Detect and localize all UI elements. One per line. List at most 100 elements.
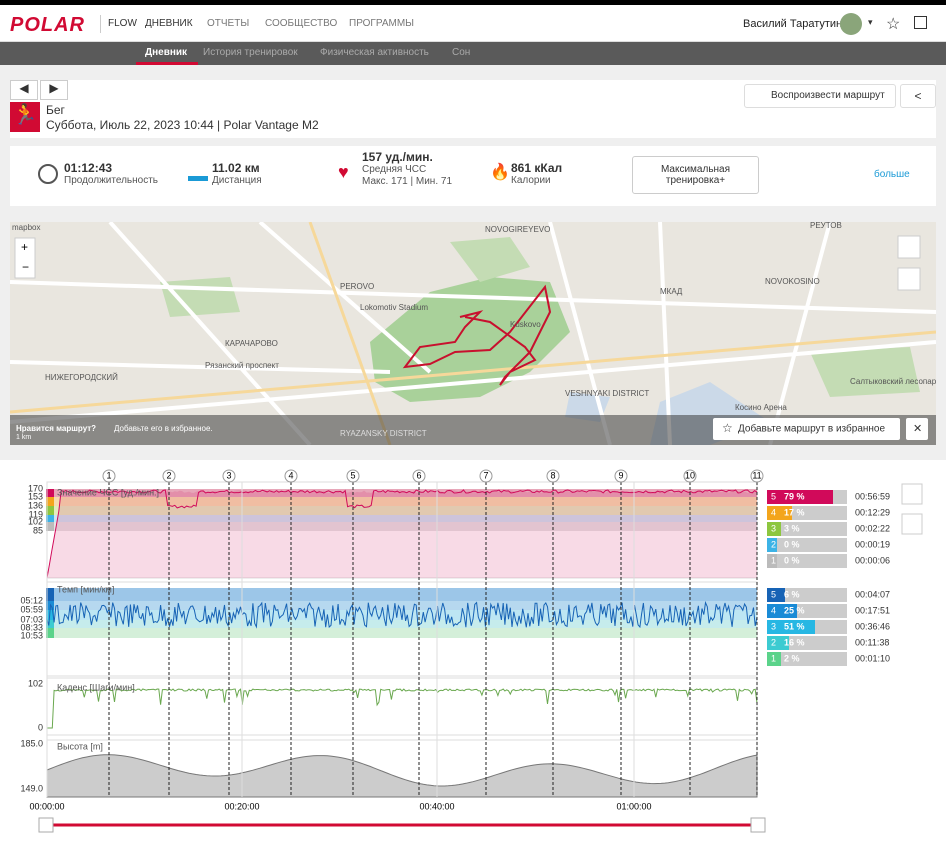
map-label: РЕУТОВ [810, 222, 842, 230]
nav-item[interactable]: ПРОГРАММЫ [349, 18, 415, 29]
sub-nav-item[interactable]: Дневник [145, 47, 188, 58]
lap-label: 9 [618, 470, 623, 480]
zone-number: 4 [771, 605, 776, 615]
slider-handle[interactable] [38, 817, 54, 833]
zone-time: 00:00:06 [855, 555, 890, 565]
y-tick-label: 0 [38, 722, 43, 732]
sub-nav: Дневник История тренировок Физическая ак… [0, 42, 946, 65]
lap-label: 6 [416, 470, 421, 480]
summary: 01:12:43 Продолжительность 11.02 км Дист… [10, 146, 936, 206]
lap-label: 5 [350, 470, 355, 480]
sub-nav-item[interactable]: Физическая активность [320, 47, 429, 58]
y-tick-label: 136 [28, 500, 43, 510]
next-button[interactable]: ▶ [40, 80, 68, 100]
y-tick-label: 102 [28, 516, 43, 526]
zone-bar [767, 636, 789, 650]
stat-value: 11.02 км [212, 161, 260, 175]
sub-nav-item[interactable]: Сон [452, 47, 471, 58]
zone-tab [46, 620, 54, 628]
lap-label: 8 [550, 470, 555, 480]
hr-zone-band [47, 497, 757, 506]
favorites[interactable]: ☆ [886, 16, 901, 33]
map-label: NOVOKOSINO [765, 277, 820, 286]
zone-bar [767, 554, 777, 568]
prompt-hint: Добавьте его в избранное. [114, 424, 213, 433]
pace-zone-band [47, 628, 757, 638]
zone-bar [767, 588, 785, 602]
workout-header: ◀ ▶ 🏃 Бег Суббота, Июль 22, 2023 10:44 |… [10, 80, 936, 138]
avatar[interactable] [840, 13, 862, 35]
zone-bg [767, 652, 847, 666]
x-tick-label: 00:40:00 [419, 801, 454, 811]
nav-item[interactable]: ДНЕВНИК [145, 18, 193, 29]
map-expand[interactable] [897, 267, 921, 291]
more-link[interactable]: больше [874, 169, 910, 180]
map-label: Kuskovo [510, 320, 541, 329]
pace-line [46, 600, 758, 629]
chart-control[interactable] [901, 483, 923, 505]
y-tick-label: 170 [28, 483, 43, 493]
stat-extra: Макс. 171 | Мин. 71 [362, 176, 453, 187]
nav-item[interactable]: ОТЧЕТЫ [207, 18, 250, 29]
scale: 1 km [16, 434, 31, 441]
zone-time: 00:11:38 [855, 637, 889, 647]
stat-value: 01:12:43 [64, 161, 113, 175]
zone-time: 00:04:07 [855, 589, 890, 599]
zone-pct: 25 % [784, 605, 805, 615]
y-tick-label: 153 [28, 491, 43, 501]
lap-label: 10 [685, 470, 695, 480]
hr-line [46, 489, 758, 579]
replay-button[interactable]: Воспроизвести маршрут [744, 84, 896, 108]
stat-label: Продолжительность [64, 175, 158, 186]
zone-bar [767, 506, 792, 520]
stat-value: 157 уд./мин. [362, 150, 433, 164]
zone-number: 4 [771, 507, 776, 517]
training-load[interactable]: Максимальная тренировка+ [632, 156, 759, 194]
fav-button[interactable] [713, 418, 900, 440]
lap-marker [102, 469, 116, 483]
workout-details: Суббота, Июль 22, 2023 10:44 | Polar Van… [46, 118, 319, 132]
map-label: RYAZANSKY DISTRICT [340, 429, 427, 438]
map-label: Салтыковский лесопарк [850, 377, 936, 386]
sport-icon: 🏃 [10, 102, 40, 132]
notifications[interactable] [914, 16, 927, 29]
stat-label: Средняя ЧСС [362, 164, 427, 175]
map-settings[interactable] [897, 235, 921, 259]
zone-time: 00:56:59 [855, 491, 890, 501]
lap-marker [683, 469, 697, 483]
zone-pct: 16 % [784, 637, 805, 647]
y-tick-label: 149.0 [20, 783, 43, 793]
user-name[interactable]: Василий Таратутин [743, 18, 843, 30]
logo[interactable]: POLAR [10, 14, 85, 36]
slider-handle[interactable] [750, 817, 766, 833]
lap-label: 2 [166, 470, 171, 480]
lap-label: 3 [226, 470, 231, 480]
sport: Бег [46, 103, 65, 117]
chart-control[interactable] [901, 513, 923, 535]
share-button[interactable]: < [900, 84, 936, 108]
fav-label: Добавьте маршрут в избранное [738, 423, 885, 435]
prev-button[interactable]: ◀ [10, 80, 38, 100]
y-tick-label: 05:59 [20, 604, 43, 614]
close-button[interactable] [906, 418, 928, 440]
map[interactable]: mapbox NOVOGIREYEVO PEROVO Lokomotiv Sta… [10, 222, 936, 445]
sub-nav-item[interactable]: История тренировок [203, 47, 298, 58]
zone-time: 00:00:19 [855, 539, 890, 549]
nav-item[interactable]: СООБЩЕСТВО [265, 18, 338, 29]
map-label: VESHNYAKI DISTRICT [565, 389, 649, 398]
y-tick-label: 102 [28, 678, 43, 688]
zone-time: 00:02:22 [855, 523, 890, 533]
workout-chart: 1701531361191028505:1205:5907:0308:3310:… [20, 469, 923, 833]
zone-pct: 0 % [784, 555, 800, 565]
zone-bg [767, 522, 847, 536]
y-tick-label: 07:03 [20, 614, 43, 624]
zoom-control[interactable] [14, 237, 36, 279]
hr-zone-band [47, 522, 757, 531]
zone-time: 00:01:10 [855, 653, 890, 663]
zone-number: 1 [771, 653, 776, 663]
zone-pct: 0 % [784, 539, 800, 549]
route [402, 284, 552, 386]
prompt: Нравится маршрут? [16, 424, 96, 433]
zone-bar [767, 538, 777, 552]
